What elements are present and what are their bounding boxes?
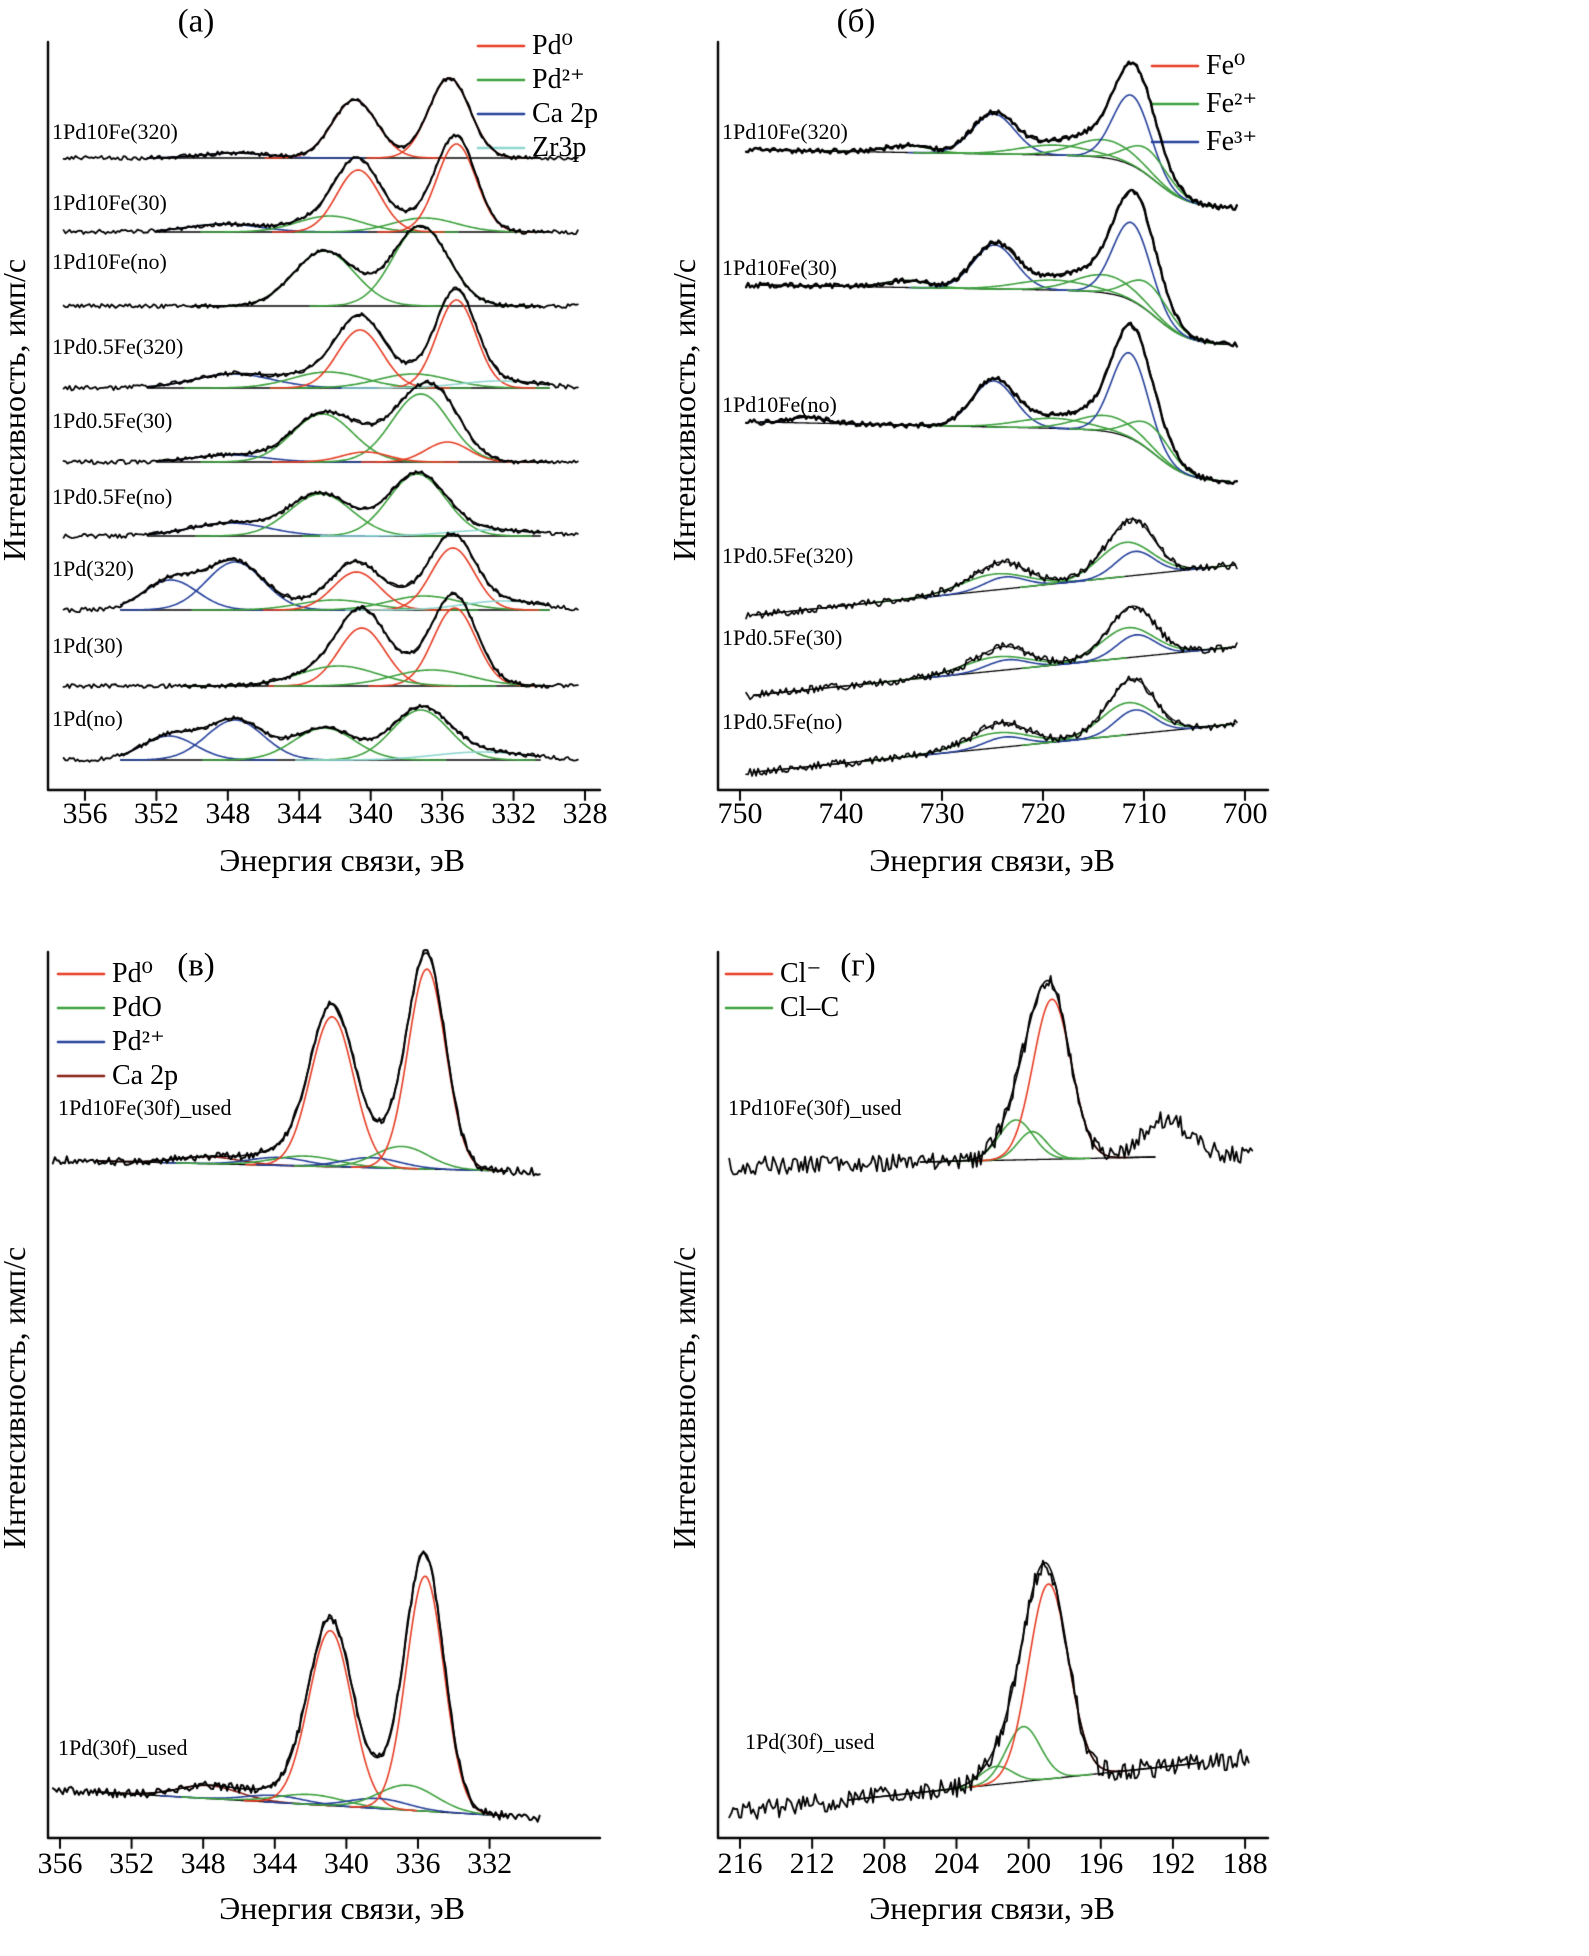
tick-label: 340 <box>323 1847 369 1880</box>
tick-label: 352 <box>109 1847 155 1880</box>
legend-label: Pd⁰ <box>532 30 573 61</box>
tick-label: 328 <box>562 797 608 830</box>
spectrum-label: 1Pd0.5Fe(320) <box>722 543 854 568</box>
tick-label: 336 <box>395 1847 441 1880</box>
x-axis-label: Энергия связи, эВ <box>869 842 1115 878</box>
tick-label: 740 <box>818 797 864 830</box>
tick-label: 710 <box>1121 797 1167 830</box>
legend-label: Cl⁻ <box>780 958 822 989</box>
tick-label: 344 <box>276 797 322 830</box>
tick-label: 204 <box>933 1847 979 1880</box>
spectrum-label: 1Pd10Fe(no) <box>52 249 167 274</box>
y-axis-label: Интенсивность, имп/с <box>666 258 702 562</box>
tick-label: 188 <box>1222 1847 1268 1880</box>
spectrum-label: 1Pd0.5Fe(no) <box>722 709 843 734</box>
spectrum-label: 1Pd10Fe(30) <box>52 190 167 215</box>
legend-label: Ca 2p <box>112 1060 179 1091</box>
spectrum-label: 1Pd(30f)_used <box>745 1729 875 1754</box>
spectrum-label: 1Pd10Fe(30) <box>722 255 837 280</box>
x-axis-label: Энергия связи, эВ <box>219 842 465 878</box>
tick-label: 332 <box>467 1847 513 1880</box>
y-axis-label: Интенсивность, имп/с <box>0 258 32 562</box>
tick-label: 196 <box>1078 1847 1124 1880</box>
tick-label: 216 <box>717 1847 763 1880</box>
legend-label: PdO <box>112 992 162 1023</box>
tick-label: 348 <box>180 1847 226 1880</box>
tick-label: 192 <box>1150 1847 1196 1880</box>
spectrum-label: 1Pd(30) <box>52 633 123 658</box>
tick-label: 720 <box>1020 797 1066 830</box>
tick-label: 750 <box>717 797 763 830</box>
spectrum-label: 1Pd0.5Fe(30) <box>722 625 843 650</box>
panel-title: (а) <box>177 3 215 40</box>
legend-label: Fe⁰ <box>1206 50 1246 81</box>
panel-title: (б) <box>836 3 876 40</box>
y-axis-label: Интенсивность, имп/с <box>666 1246 702 1550</box>
y-axis-label: Интенсивность, имп/с <box>0 1246 32 1550</box>
tick-label: 200 <box>1006 1847 1052 1880</box>
tick-label: 730 <box>919 797 965 830</box>
tick-label: 332 <box>491 797 537 830</box>
legend-label: Cl–C <box>780 992 840 1023</box>
spectrum-label: 1Pd10Fe(320) <box>52 119 178 144</box>
legend-label: Pd⁰ <box>112 958 153 989</box>
legend-label: Fe³⁺ <box>1206 126 1258 157</box>
legend-label: Zr3p <box>532 132 587 163</box>
tick-label: 344 <box>252 1847 298 1880</box>
legend-label: Pd²⁺ <box>112 1026 165 1057</box>
tick-label: 356 <box>37 1847 83 1880</box>
tick-label: 352 <box>133 797 179 830</box>
spectrum-label: 1Pd10Fe(no) <box>722 392 837 417</box>
spectrum-label: 1Pd0.5Fe(no) <box>52 484 173 509</box>
panel-title: (г) <box>840 947 876 984</box>
tick-label: 348 <box>205 797 251 830</box>
tick-label: 700 <box>1222 797 1268 830</box>
spectrum-label: 1Pd0.5Fe(30) <box>52 408 173 433</box>
x-axis-label: Энергия связи, эВ <box>219 1890 465 1926</box>
spectrum-label: 1Pd0.5Fe(320) <box>52 334 184 359</box>
spectrum-label: 1Pd10Fe(30f)_used <box>58 1095 232 1120</box>
legend-label: Fe²⁺ <box>1206 88 1258 119</box>
tick-label: 212 <box>789 1847 835 1880</box>
spectrum-label: 1Pd10Fe(320) <box>722 119 848 144</box>
spectrum-label: 1Pd(no) <box>52 706 123 731</box>
tick-label: 340 <box>348 797 394 830</box>
tick-label: 356 <box>62 797 108 830</box>
tick-label: 208 <box>861 1847 907 1880</box>
legend-label: Pd²⁺ <box>532 64 585 95</box>
spectrum-label: 1Pd(320) <box>52 556 134 581</box>
spectrum-label: 1Pd10Fe(30f)_used <box>728 1095 902 1120</box>
tick-label: 336 <box>419 797 465 830</box>
x-axis-label: Энергия связи, эВ <box>869 1890 1115 1926</box>
spectrum-label: 1Pd(30f)_used <box>58 1735 188 1760</box>
panel-title: (в) <box>177 947 215 984</box>
legend-label: Ca 2p <box>532 98 599 129</box>
